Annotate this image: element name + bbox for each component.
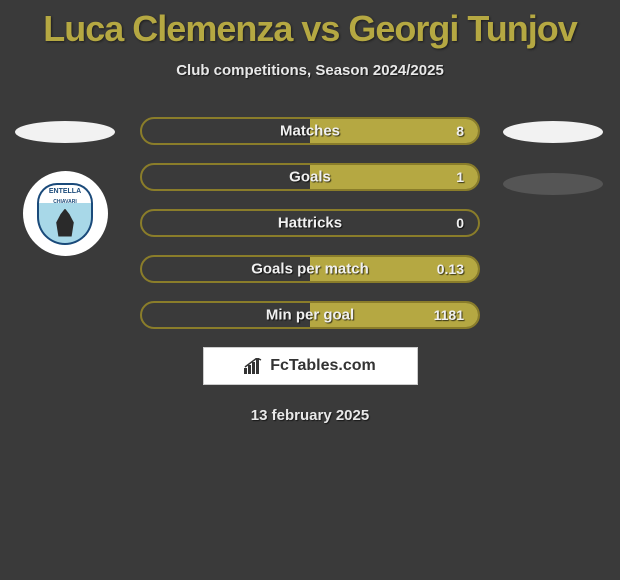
bar-label: Matches bbox=[280, 123, 340, 140]
bar-value-right: 0.13 bbox=[437, 261, 464, 277]
stat-bar: Matches 8 bbox=[140, 117, 480, 145]
bar-label: Goals per match bbox=[251, 261, 369, 278]
player2-club-ellipse bbox=[503, 173, 603, 195]
chart-icon bbox=[244, 358, 264, 374]
content-area: ENTELLA CHIAVARI Matches 8 Goals 1 bbox=[0, 117, 620, 424]
shield-top-text: ENTELLA CHIAVARI bbox=[37, 183, 93, 203]
stat-bar: Goals per match 0.13 bbox=[140, 255, 480, 283]
brand-text: FcTables.com bbox=[270, 357, 376, 375]
player1-club-badge: ENTELLA CHIAVARI bbox=[23, 171, 108, 256]
bar-label: Hattricks bbox=[278, 215, 342, 232]
shield-text2: CHIAVARI bbox=[53, 199, 76, 205]
bar-value-right: 1 bbox=[456, 169, 464, 185]
player2-name-ellipse bbox=[503, 121, 603, 143]
bar-label: Min per goal bbox=[266, 307, 354, 324]
stat-bar: Hattricks 0 bbox=[140, 209, 480, 237]
bar-value-right: 0 bbox=[456, 215, 464, 231]
stats-bars: Matches 8 Goals 1 Hattricks 0 Goals per … bbox=[140, 117, 480, 329]
shield-text1: ENTELLA bbox=[49, 188, 81, 195]
stat-bar: Min per goal 1181 bbox=[140, 301, 480, 329]
player1-name-ellipse bbox=[15, 121, 115, 143]
entella-shield-icon: ENTELLA CHIAVARI bbox=[37, 183, 93, 245]
subtitle: Club competitions, Season 2024/2025 bbox=[0, 62, 620, 79]
stat-bar: Goals 1 bbox=[140, 163, 480, 191]
brand-box: FcTables.com bbox=[203, 347, 418, 385]
left-column: ENTELLA CHIAVARI bbox=[10, 117, 120, 256]
bar-value-right: 8 bbox=[456, 123, 464, 139]
shield-figure-icon bbox=[54, 209, 76, 237]
date-text: 13 february 2025 bbox=[0, 407, 620, 424]
page-title: Luca Clemenza vs Georgi Tunjov bbox=[0, 0, 620, 50]
bar-value-right: 1181 bbox=[434, 307, 464, 323]
bar-fill-right bbox=[310, 165, 478, 189]
shield-body bbox=[37, 203, 93, 245]
right-column bbox=[498, 117, 608, 195]
bar-label: Goals bbox=[289, 169, 331, 186]
